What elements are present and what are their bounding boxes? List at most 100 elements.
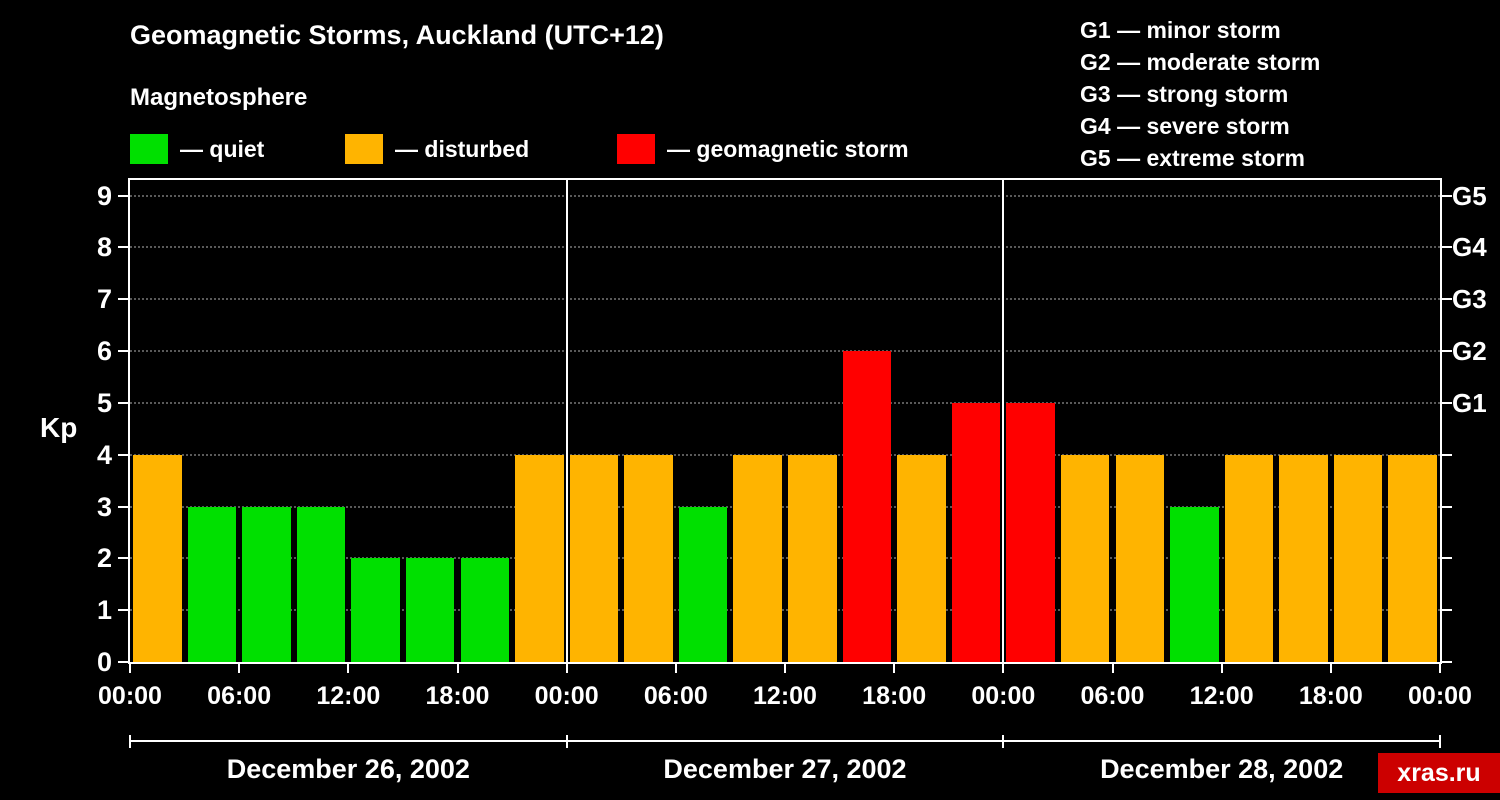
g-axis-label: G4 [1452,232,1487,263]
x-axis-tick [347,664,350,673]
g4-legend-line: G4 — severe storm [1080,113,1290,139]
kp-bar [1060,454,1110,662]
kp-bar [405,558,455,662]
day-separator-line [1002,180,1005,662]
kp-bar [1224,454,1274,662]
right-axis-tick [1442,557,1452,560]
g-axis-label: G3 [1452,284,1487,315]
y-axis-tick [118,453,128,456]
date-bracket-tick [1002,735,1005,748]
day-separator-line [565,180,568,662]
kp-gridline [130,453,1440,456]
kp-bar [133,454,182,662]
magnetosphere-label: Magnetosphere [130,84,308,111]
y-axis-tick [118,246,128,249]
date-bracket-tick [565,735,568,748]
x-axis-label: 00:00 [98,682,162,710]
y-axis-tick [118,350,128,353]
y-axis-label: 0 [96,647,112,677]
date-label: December 28, 2002 [1100,754,1344,784]
kp-gridline [130,609,1440,612]
x-axis-label: 12:00 [1189,682,1254,710]
y-axis-label: 9 [96,180,112,211]
y-axis-label: 6 [96,336,112,367]
kp-bar [678,506,728,662]
kp-bar [897,454,946,662]
kp-bar [1279,454,1328,662]
kp-bar [187,506,237,662]
storm-legend-label: — geomagnetic storm [667,136,909,162]
kp-gridline [130,401,1440,404]
g1-legend-line: G1 — minor storm [1080,17,1281,43]
g2-legend-line: G2 — moderate storm [1080,49,1321,75]
g-axis-label: G5 [1452,180,1487,211]
kp-gridline [130,505,1440,508]
x-axis-label: 00:00 [534,682,599,710]
x-axis-label: 06:00 [643,682,708,710]
y-axis-tick [118,557,128,560]
xras-watermark: xras.ru [1378,753,1500,793]
x-axis-label: 12:00 [753,682,817,710]
x-axis-tick [1439,664,1441,673]
kp-bar [733,454,782,662]
y-axis-label: 2 [96,543,112,574]
right-axis-tick [1442,298,1452,301]
kp-bar [515,454,564,662]
right-axis-tick [1442,401,1452,404]
y-axis-tick [118,661,128,663]
g-axis-label: G1 [1452,387,1487,418]
y-axis-label: 1 [96,595,112,626]
y-axis-label: 5 [96,387,112,418]
kp-bar [788,454,837,662]
x-axis-tick [129,664,131,673]
x-axis-tick [1111,664,1114,673]
date-bracket-tick [1439,735,1441,748]
x-axis-label: 12:00 [316,682,381,710]
quiet-legend-label: — quiet [180,136,265,162]
y-axis-tick [118,194,128,197]
storm-swatch-icon [617,134,655,164]
kp-bar [951,402,1001,662]
x-axis-label: 00:00 [1408,682,1472,710]
kp-bar [842,351,892,662]
date-bracket-line [130,740,1440,742]
disturbed-swatch-icon [345,134,383,164]
g-scale-legend: G1 — minor storm G2 — moderate storm G3 … [1080,14,1320,174]
plot-area [128,178,1442,664]
x-axis-tick [1002,664,1005,673]
disturbed-legend-label: — disturbed [395,136,530,162]
date-label: December 27, 2002 [663,754,907,784]
right-axis-tick [1442,194,1452,197]
y-axis-tick [118,401,128,404]
g-axis-label: G2 [1452,336,1487,367]
kp-bar [1333,454,1383,662]
kp-gridline [130,246,1440,249]
kp-gridline [130,350,1440,353]
y-axis-label: 7 [96,284,112,315]
x-axis-tick [674,664,677,673]
right-axis-tick [1442,505,1452,508]
kp-bar [1115,454,1165,662]
x-axis-label: 06:00 [207,682,272,710]
x-axis-tick [565,664,568,673]
chart-title: Geomagnetic Storms, Auckland (UTC+12) [130,20,664,50]
y-axis-tick [118,505,128,508]
kp-bar [351,558,400,662]
x-axis-label: 18:00 [862,682,927,710]
g3-legend-line: G3 — strong storm [1080,81,1289,107]
kp-gridline [130,298,1440,301]
x-axis-tick [1220,664,1223,673]
y-axis-label: 4 [96,439,112,470]
date-label: December 26, 2002 [226,754,470,784]
kp-bar [624,454,673,662]
right-axis-tick [1442,246,1452,249]
right-axis-tick [1442,350,1452,353]
x-axis-tick [784,664,786,673]
x-axis-tick [238,664,241,673]
kp-gridline [130,194,1440,197]
y-axis-tick [118,609,128,612]
x-axis-label: 00:00 [971,682,1036,710]
y-axis-tick [118,298,128,301]
y-axis-label: 8 [96,232,112,263]
y-axis-label: 3 [96,491,112,522]
